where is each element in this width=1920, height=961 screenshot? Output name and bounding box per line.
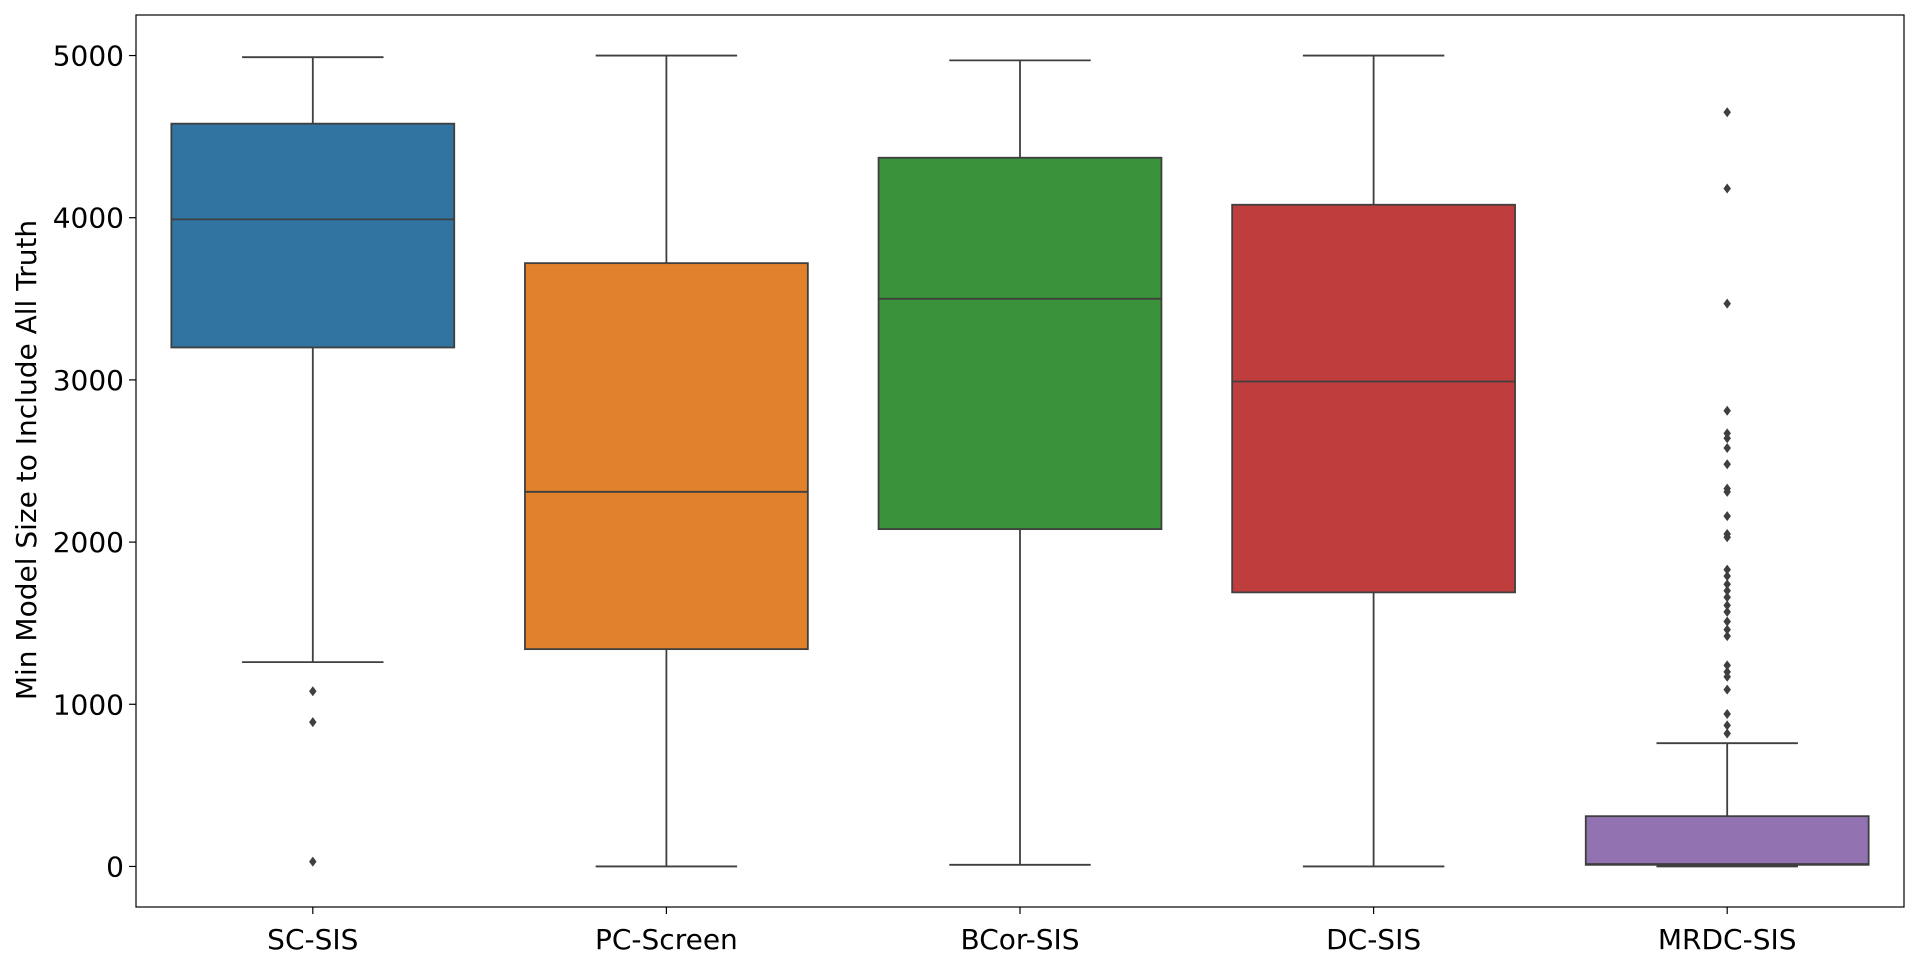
outlier-point xyxy=(1723,579,1731,590)
outlier-point xyxy=(1723,728,1731,739)
box-dc-sis xyxy=(1231,203,1516,594)
outlier-point xyxy=(1723,443,1731,454)
outlier-point xyxy=(1723,298,1731,309)
outlier-point xyxy=(1723,571,1731,582)
x-tick-label: SC-SIS xyxy=(267,923,358,956)
outlier-point xyxy=(1723,631,1731,642)
outlier-point xyxy=(1723,183,1731,194)
outlier-point xyxy=(1723,486,1731,497)
y-tick-label: 5000 xyxy=(53,40,124,73)
box-sc-sis xyxy=(170,122,456,349)
box-mrdc-sis xyxy=(1584,815,1870,866)
plot-area: 0 1000 2000 3000 4000 5000 SC-SIS PC-Screen BCor… xyxy=(53,14,1905,956)
y-axis-label: Min Model Size to Include All Truth xyxy=(10,220,43,700)
outlier-point xyxy=(1723,684,1731,695)
outlier-point xyxy=(1723,585,1731,596)
outlier-point xyxy=(1723,616,1731,627)
box-pc-screen xyxy=(524,262,809,651)
outlier-point xyxy=(1723,671,1731,682)
outlier-point xyxy=(1723,606,1731,617)
outlier-point xyxy=(1723,459,1731,470)
outlier-point xyxy=(1723,107,1731,118)
outlier-point xyxy=(1723,709,1731,720)
outlier-point xyxy=(1723,592,1731,603)
y-tick-label: 0 xyxy=(106,850,124,883)
x-tick-label: MRDC-SIS xyxy=(1658,923,1797,956)
outlier-point xyxy=(1723,511,1731,522)
y-tick-label: 2000 xyxy=(53,526,124,559)
x-tick-label: BCor-SIS xyxy=(960,923,1079,956)
outlier-point xyxy=(1723,564,1731,575)
x-tick-label: DC-SIS xyxy=(1326,923,1421,956)
outlier-point xyxy=(309,686,317,697)
x-tick-label: PC-Screen xyxy=(595,923,738,956)
outlier-point xyxy=(309,717,317,728)
box-bcor-sis xyxy=(877,156,1163,531)
outlier-point xyxy=(1723,660,1731,671)
outlier-point xyxy=(1723,433,1731,444)
outlier-point xyxy=(1723,532,1731,543)
y-tick-label: 3000 xyxy=(53,364,124,397)
outlier-point xyxy=(1723,600,1731,611)
y-tick-label: 4000 xyxy=(53,202,124,235)
outlier-point xyxy=(1723,720,1731,731)
outlier-point xyxy=(309,856,317,867)
outlier-point xyxy=(1723,405,1731,416)
y-tick-label: 1000 xyxy=(53,688,124,721)
outlier-point xyxy=(1723,624,1731,635)
